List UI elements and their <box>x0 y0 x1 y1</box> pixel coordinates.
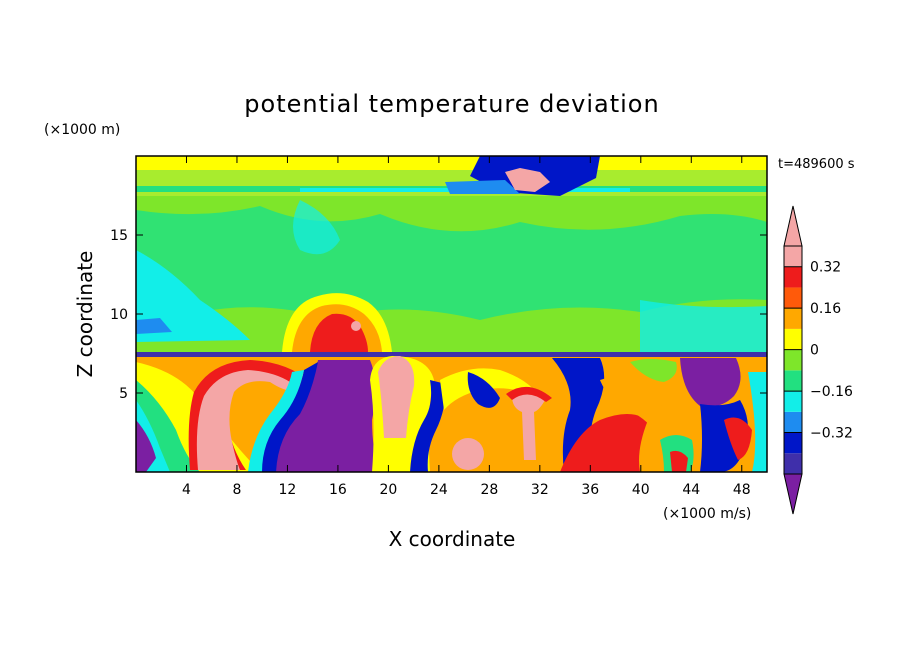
colorbar-bin-1 <box>784 432 802 454</box>
field-blue-column-edge <box>260 362 318 472</box>
colorbar-bin-7 <box>784 308 802 329</box>
colorbar-bin-6 <box>784 328 802 350</box>
field-purple-36 <box>552 358 605 472</box>
field-mid-cyan-left <box>136 250 250 342</box>
x-tick-label-6: 28 <box>480 482 498 498</box>
colorbar-bin-2 <box>784 411 802 433</box>
field-orange-38 <box>600 375 663 440</box>
contour-field <box>136 156 767 472</box>
x-tick-label-9: 40 <box>632 482 650 498</box>
field-pink-stem-30 <box>512 390 546 460</box>
time-label: t=489600 s <box>778 157 855 172</box>
colorbar-bin-3 <box>784 391 802 412</box>
field-green-40 <box>630 359 677 382</box>
field-inversion-line <box>136 352 767 357</box>
field-red-stem-30 <box>506 386 552 402</box>
field-top-warm-specks <box>505 168 550 192</box>
field-red-bottom-44 <box>670 450 688 472</box>
x-tick-label-10: 44 <box>682 482 700 498</box>
field-cyan-column-edge <box>248 370 304 472</box>
colorbar-bin-0 <box>784 453 802 474</box>
field-top-band <box>136 156 767 170</box>
field-plume-pink <box>196 370 300 470</box>
y-axis-label: Z coordinate <box>73 251 97 378</box>
x-tick-label-0: 4 <box>182 482 191 498</box>
x-axis-label: X coordinate <box>389 527 516 551</box>
y-unit-label: (×1000 m) <box>44 122 120 138</box>
x-axis: 4 8 12 16 20 24 28 32 36 40 44 48 <box>182 156 751 498</box>
colorbar-bin-5 <box>784 349 802 371</box>
field-blue-26 <box>467 372 500 408</box>
x-unit-label: (×1000 m/s) <box>663 506 751 522</box>
colorbar-label-1: 0.16 <box>810 301 841 317</box>
field-top-cold-patch-2 <box>445 180 520 194</box>
colorbar-label-4: −0.32 <box>810 426 853 442</box>
field-mid-blue-left <box>136 318 172 334</box>
colorbar-bin-8 <box>784 287 802 309</box>
field-yellow-24 <box>440 368 540 410</box>
colorbar-over-arrow <box>783 205 803 247</box>
x-tick-label-8: 36 <box>581 482 599 498</box>
colorbar-bin-10 <box>784 246 802 267</box>
field-warm-bubble-core <box>351 321 361 331</box>
y-tick-label-0: 5 <box>119 386 128 402</box>
colorbar-label-3: −0.16 <box>810 384 853 400</box>
y-axis: 5 10 15 <box>110 228 767 402</box>
colorbar-label-2: 0 <box>810 343 819 359</box>
x-tick-label-1: 8 <box>232 482 241 498</box>
field-mid-cyan-right <box>640 300 767 352</box>
field-pink-circle-26 <box>452 438 484 470</box>
y-tick-label-1: 10 <box>110 307 128 323</box>
colorbar-under-arrow <box>783 473 803 515</box>
field-mid-cyan-center <box>293 200 340 255</box>
field-cyan-right-edge <box>748 372 767 472</box>
field-warm-column-pink <box>378 356 415 438</box>
x-tick-label-4: 20 <box>379 482 397 498</box>
field-purple-right <box>680 358 741 407</box>
field-red-right <box>724 417 752 460</box>
field-purple-column <box>274 360 380 472</box>
colorbar-bin-4 <box>784 370 802 392</box>
colorbar-bin-9 <box>784 266 802 288</box>
field-blue-20 <box>410 380 446 472</box>
colorbar: 0.32 0.16 0 −0.16 −0.32 <box>783 205 853 515</box>
x-tick-label-3: 16 <box>329 482 347 498</box>
colorbar-label-0: 0.32 <box>810 260 841 276</box>
x-tick-label-5: 24 <box>430 482 448 498</box>
chart-title: potential temperature deviation <box>244 90 659 118</box>
x-tick-label-11: 48 <box>733 482 751 498</box>
field-red-38 <box>560 414 648 472</box>
colorbar-frame <box>783 245 803 475</box>
x-tick-label-7: 32 <box>531 482 549 498</box>
y-tick-label-2: 15 <box>110 228 128 244</box>
x-tick-label-2: 12 <box>279 482 297 498</box>
field-blpurple-1 <box>136 420 156 472</box>
